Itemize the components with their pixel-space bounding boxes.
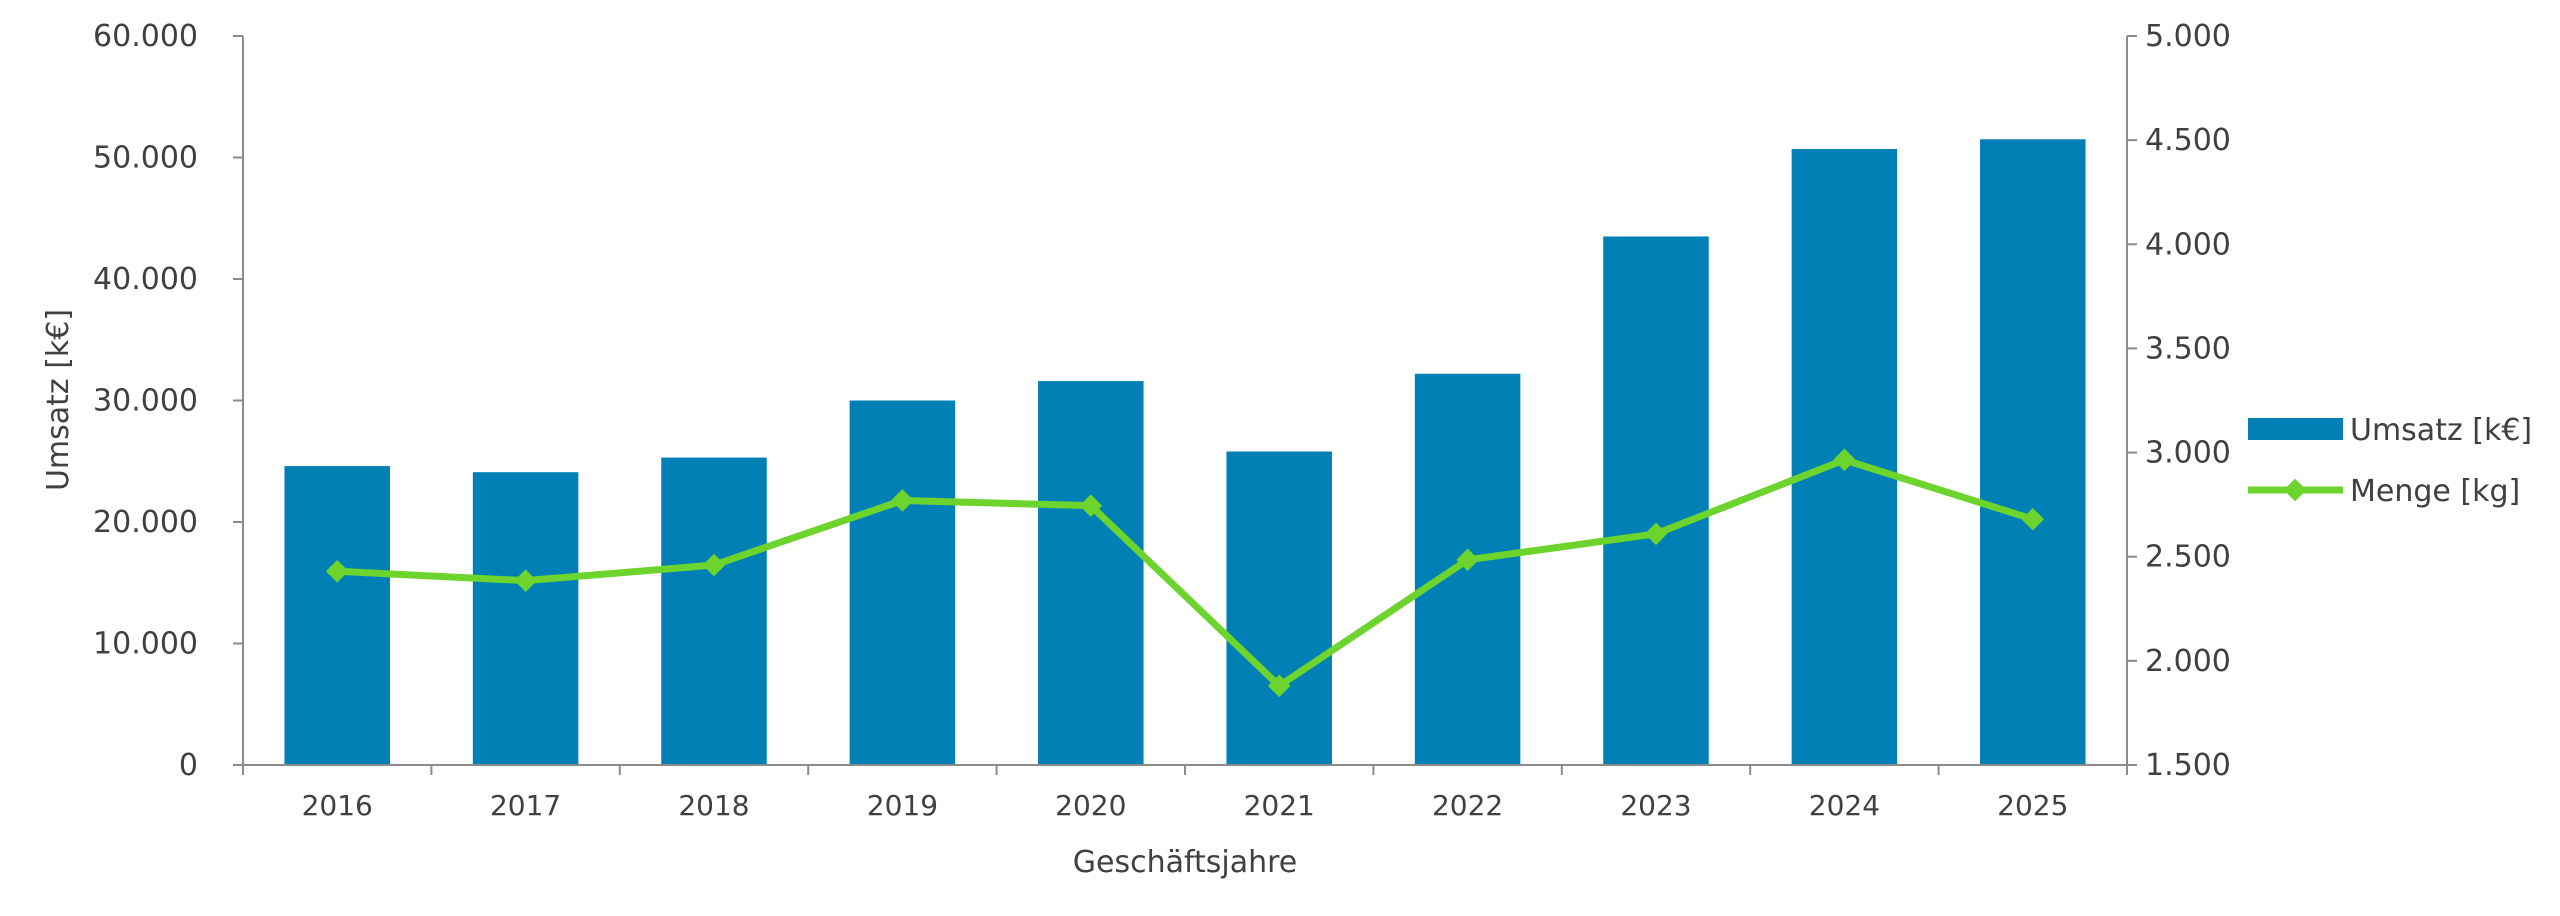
bar-2018: [661, 457, 767, 765]
menge-point-2024: [1833, 448, 1856, 472]
right-tick-label: 5.000: [2145, 19, 2231, 54]
legend-label-umsatz: Umsatz [k€]: [2350, 413, 2532, 448]
bar-2019: [849, 400, 956, 765]
menge-point-2016: [325, 559, 349, 583]
x-tick-label: 2017: [490, 789, 561, 822]
x-tick-label: 2024: [1809, 789, 1880, 822]
x-tick-label: 2022: [1432, 789, 1503, 822]
bar-2016: [284, 466, 390, 765]
legend-swatch-umsatz: [2248, 418, 2343, 440]
menge-line: [337, 456, 2034, 690]
y-axis-title: Umsatz [k€]: [41, 309, 76, 491]
menge-point-2018: [702, 553, 726, 577]
left-tick-label: 0: [179, 748, 198, 783]
bar-2020: [1038, 381, 1144, 765]
right-tick-label: 2.000: [2145, 644, 2231, 679]
left-tick-label: 40.000: [93, 262, 198, 297]
left-tick-label: 50.000: [93, 141, 198, 176]
left-tick-label: 10.000: [93, 627, 198, 662]
bar-2023: [1603, 236, 1709, 766]
menge-point-2023: [1644, 522, 1668, 546]
left-tick-label: 30.000: [93, 384, 198, 419]
x-tick-label: 2021: [1244, 789, 1315, 822]
right-tick-label: 4.000: [2145, 227, 2231, 262]
x-tick-label: 2016: [302, 789, 373, 822]
legend-marker-menge: [2283, 478, 2307, 502]
menge-point-2022: [1456, 548, 1479, 572]
bar-2017: [472, 472, 579, 765]
right-tick-label: 3.500: [2145, 331, 2231, 366]
x-tick-label: 2023: [1620, 789, 1691, 822]
x-tick-label: 2019: [867, 789, 938, 822]
x-tick-label: 2025: [1997, 789, 2068, 822]
right-tick-label: 3.000: [2145, 436, 2231, 471]
right-tick-label: 1.500: [2145, 748, 2231, 783]
left-tick-label: 20.000: [93, 505, 198, 540]
x-axis-title: Geschäftsjahre: [1073, 845, 1298, 880]
x-tick-label: 2018: [678, 789, 749, 822]
legend-label-menge: Menge [kg]: [2350, 474, 2520, 509]
menge-point-2017: [514, 569, 537, 592]
bar-2025: [1980, 139, 2086, 765]
bar-2021: [1226, 451, 1332, 765]
legend: Umsatz [k€] Menge [kg]: [2248, 413, 2532, 509]
menge-point-2021: [1267, 674, 1291, 698]
menge-point-2019: [891, 489, 914, 512]
x-tick-label: 2020: [1055, 789, 1126, 822]
right-tick-label: 2.500: [2145, 540, 2231, 575]
left-tick-label: 60.000: [93, 19, 198, 54]
right-tick-label: 4.500: [2145, 123, 2231, 158]
menge-point-2020: [1079, 494, 1103, 517]
